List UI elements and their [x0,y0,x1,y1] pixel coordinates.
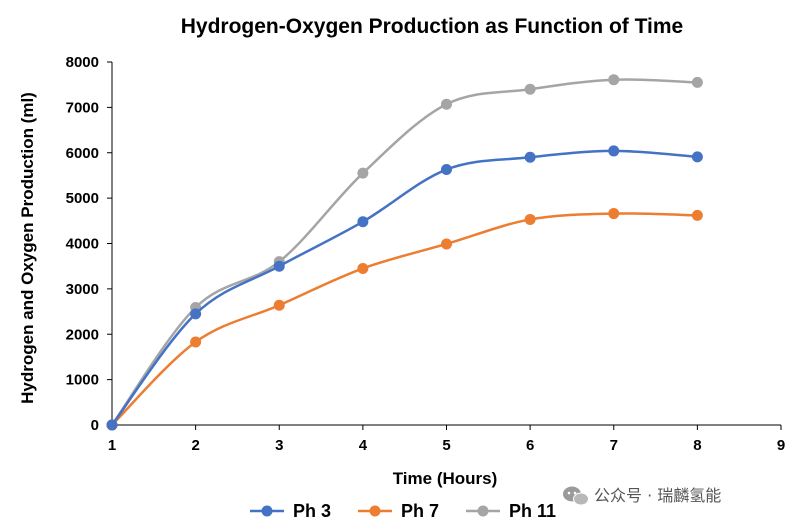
chart-title: Hydrogen-Oxygen Production as Function o… [181,15,683,38]
x-tick-label: 8 [693,437,701,454]
data-point [524,83,536,95]
data-point [524,151,536,163]
data-point [357,262,369,274]
data-point [357,216,369,228]
series-line-ph-3 [111,149,698,426]
series-ph-3 [106,145,703,431]
y-tick-label: 3000 [66,281,99,298]
legend-label: Ph 3 [293,501,331,521]
x-tick-label: 6 [526,437,534,454]
legend-item-ph-7: Ph 7 [358,501,439,521]
x-tick-label: 4 [359,437,368,454]
data-point [608,74,620,86]
data-point [691,76,703,88]
y-tick-label: 7000 [66,99,99,116]
x-tick-label: 1 [108,437,116,454]
data-point [357,167,369,179]
watermark: 公众号 · 瑞麟氢能 [563,486,721,506]
y-tick-label: 6000 [66,145,99,162]
legend-label: Ph 7 [401,501,439,521]
data-point [273,260,285,272]
x-tick-label: 2 [191,437,199,454]
y-tick-label: 0 [91,417,99,434]
series-ph-11 [106,74,703,431]
y-tick-label: 1000 [66,372,99,389]
x-tick-label: 3 [275,437,283,454]
legend-swatch-marker [369,505,381,517]
y-tick-label: 4000 [66,236,99,253]
series-line-ph-11 [110,78,698,426]
wechat-icon [563,486,589,506]
legend-label: Ph 11 [509,501,556,521]
data-point [190,336,202,348]
data-point [691,209,703,221]
y-tick-label: 8000 [66,54,99,71]
legend-swatch-marker [261,505,273,517]
x-tick-label: 5 [442,437,450,454]
axes: 0 1000 2000 3000 4000 5000 6000 7000 8000 1 2 3 4 5 6 7… [66,54,786,454]
data-point [608,145,620,157]
legend-item-ph-3: Ph 3 [250,501,331,521]
legend: Ph 3 Ph 7 Ph 11 [250,501,556,521]
data-point [273,299,285,311]
y-axis-title-group: Hydrogen and Oxygen Production (ml) [18,92,37,404]
series-layer [106,74,703,431]
y-axis-title: Hydrogen and Oxygen Production (ml) [18,92,37,404]
legend-swatch-marker [477,505,489,517]
data-point [190,308,202,320]
data-point [441,164,452,176]
data-point [441,98,452,110]
watermark-text: 公众号 · 瑞麟氢能 [594,486,721,505]
y-tick-label: 2000 [66,326,99,343]
data-point [524,213,536,225]
x-tick-label: 9 [777,437,785,454]
x-tick-label: 7 [610,437,618,454]
data-point [608,208,620,220]
data-point [691,151,703,163]
data-point [441,238,452,250]
legend-item-ph-11: Ph 11 [466,501,556,521]
series-line-ph-7 [111,212,698,426]
data-point [106,419,118,431]
x-axis-title: Time (Hours) [393,469,498,488]
y-tick-label: 5000 [66,190,99,207]
